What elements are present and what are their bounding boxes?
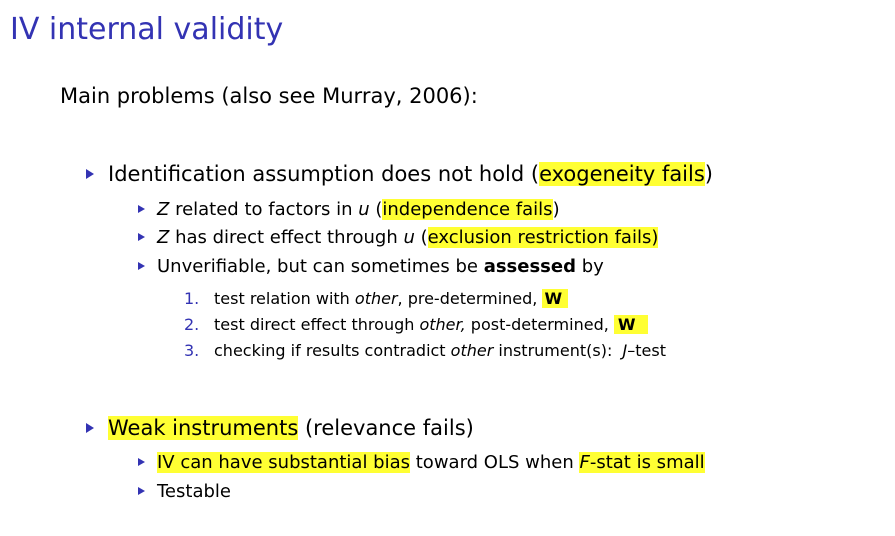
triangle-right-icon: [138, 205, 145, 213]
highlight-bias: IV can have substantial bias: [157, 452, 411, 473]
testable-text: Testable: [157, 481, 231, 502]
fstat-text: -stat is small: [589, 452, 705, 473]
check-post: post-determined,: [465, 315, 614, 334]
sub-bullet-unverifiable: Unverifiable, but can sometimes be asses…: [138, 256, 604, 277]
var-z: Z: [157, 199, 170, 220]
triangle-right-icon: [86, 169, 94, 179]
identification-text: Identification assumption does not hold …: [108, 162, 540, 186]
bullet-weak-instruments: Weak instruments (relevance fails): [86, 416, 474, 440]
var-u: u: [403, 227, 415, 248]
paren-close: ): [704, 162, 713, 186]
check-number: 1.: [184, 289, 200, 308]
check-em: other: [354, 289, 398, 308]
sub1-text: related to factors in: [169, 199, 359, 220]
sub-bullet-exclusion: Z has direct effect through u (exclusion…: [138, 227, 659, 248]
check-em: other: [450, 341, 494, 360]
triangle-right-icon: [86, 423, 94, 433]
var-f: F: [579, 452, 590, 473]
sub3-text: Unverifiable, but can sometimes be: [157, 256, 484, 277]
var-u: u: [358, 199, 370, 220]
triangle-right-icon: [138, 487, 145, 495]
sub-bullet-independence: Z related to factors in u (independence …: [138, 199, 560, 220]
paren-open: (: [414, 227, 428, 248]
triangle-right-icon: [138, 458, 145, 466]
sub-bullet-testable: Testable: [138, 481, 231, 502]
highlight-exclusion: exclusion restriction fails): [427, 227, 659, 248]
sub-bullet-bias: IV can have substantial bias toward OLS …: [138, 452, 705, 473]
var-j: J: [622, 341, 628, 360]
bullet-identification: Identification assumption does not hold …: [86, 162, 713, 186]
check-number: 2.: [184, 315, 200, 334]
triangle-right-icon: [138, 262, 145, 270]
var-z: Z: [157, 227, 170, 248]
highlight-w: W: [542, 289, 569, 308]
highlight-weak-instruments: Weak instruments: [108, 416, 299, 440]
check-tail: –test: [627, 341, 666, 360]
relevance-text: (relevance fails): [298, 416, 474, 440]
check-number: 3.: [184, 341, 200, 360]
check-pre: test relation with: [214, 289, 355, 308]
intro-text: Main problems (also see Murray, 2006):: [60, 84, 478, 108]
highlight-exogeneity: exogeneity fails: [539, 162, 705, 186]
highlight-w: W: [613, 315, 648, 334]
highlight-independence: independence fails: [382, 199, 553, 220]
check-em: other,: [419, 315, 466, 334]
assessed-bold: assessed: [483, 256, 576, 277]
highlight-fstat: F-stat is small: [579, 452, 705, 473]
paren-open: (: [369, 199, 383, 220]
check-pre: checking if results contradict: [214, 341, 451, 360]
check-post: instrument(s):: [493, 341, 623, 360]
check-item-2: 2. test direct effect through other, post…: [184, 315, 648, 334]
bias-mid: toward OLS when: [410, 452, 580, 473]
check-pre: test direct effect through: [214, 315, 420, 334]
sub2-text: has direct effect through: [169, 227, 404, 248]
triangle-right-icon: [138, 233, 145, 241]
sub3-post: by: [576, 256, 604, 277]
paren-close: ): [552, 199, 560, 220]
check-item-3: 3. checking if results contradict other i…: [184, 341, 666, 360]
check-post: , pre-determined,: [397, 289, 543, 308]
check-item-1: 1. test relation with other, pre-determin…: [184, 289, 569, 308]
slide-title: IV internal validity: [10, 12, 284, 47]
